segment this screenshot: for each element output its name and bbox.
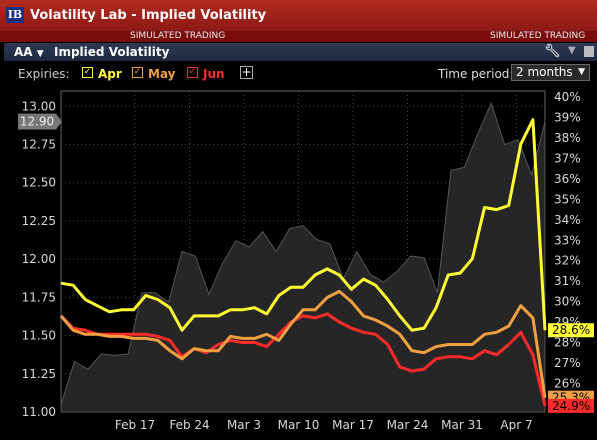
expiry-may-checkbox[interactable]: ✓ bbox=[132, 67, 143, 78]
expiry-apr-checkbox[interactable]: ✓ bbox=[82, 67, 93, 78]
expiry-jun-label: Jun bbox=[203, 67, 225, 81]
simulated-trading-banner: SIMULATED TRADING SIMULATED TRADING bbox=[0, 31, 597, 42]
left-tick-label: 12.75 bbox=[22, 138, 56, 152]
ib-logo-icon: IB bbox=[6, 7, 24, 23]
right-tick-label: 36% bbox=[554, 172, 581, 186]
end-value-label-apr: 28.6% bbox=[552, 323, 590, 337]
right-tick-label: 32% bbox=[554, 254, 581, 268]
expiry-apr-label: Apr bbox=[98, 67, 122, 81]
series-line-jun bbox=[59, 312, 547, 407]
window-title: Volatility Lab - Implied Volatility bbox=[30, 8, 267, 23]
current-price-tag-arrow bbox=[56, 113, 62, 130]
x-tick-label: Apr 7 bbox=[500, 418, 532, 432]
time-period-select[interactable]: 2 months ▼ bbox=[511, 64, 590, 81]
chevron-down-icon: ▼ bbox=[578, 67, 585, 77]
panel-minimize-icon[interactable] bbox=[584, 46, 594, 57]
x-tick-label: Mar 3 bbox=[227, 418, 261, 432]
series-line-apr bbox=[60, 118, 547, 332]
left-tick-label: 11.75 bbox=[22, 290, 56, 304]
wrench-icon[interactable]: 🔧︎ bbox=[544, 44, 561, 59]
left-tick-label: 12.25 bbox=[22, 214, 56, 228]
x-tick-label: Feb 24 bbox=[169, 418, 209, 432]
current-price-tag bbox=[18, 113, 56, 130]
right-tick-label: 40% bbox=[554, 90, 581, 104]
add-expiry-button[interactable]: + bbox=[240, 65, 253, 79]
expiries-label: Expiries: bbox=[18, 67, 70, 81]
left-tick-label: 13.00 bbox=[22, 99, 56, 113]
right-tick-label: 27% bbox=[554, 356, 581, 370]
left-tick-label: 12.00 bbox=[22, 252, 56, 266]
x-tick-label: Feb 17 bbox=[115, 418, 155, 432]
implied-volatility-chart[interactable]: Feb 17 Feb 24 Mar 3 Mar 10 Mar 17 Mar 24 Mar 3… bbox=[0, 85, 597, 440]
x-tick-label: Mar 17 bbox=[332, 418, 374, 432]
left-tick-label: 11.00 bbox=[22, 405, 56, 419]
right-tick-label: 38% bbox=[554, 131, 581, 145]
current-price-label: 12.90 bbox=[20, 115, 54, 129]
simulated-trading-label-right: SIMULATED TRADING bbox=[490, 31, 586, 41]
panel-header: AA ▼ Implied Volatility 🔧︎ ▼ bbox=[4, 43, 597, 61]
expiry-jun-checkbox[interactable]: ✓ bbox=[187, 67, 198, 78]
right-tick-label: 34% bbox=[554, 213, 581, 227]
end-value-label-jun: 24.9% bbox=[552, 399, 590, 413]
right-tick-label: 30% bbox=[554, 295, 581, 309]
panel-menu-arrow-icon[interactable]: ▼ bbox=[568, 45, 576, 56]
x-tick-label: Mar 31 bbox=[441, 418, 483, 432]
right-tick-label: 35% bbox=[554, 192, 581, 206]
panel-title: Implied Volatility bbox=[54, 45, 170, 59]
right-tick-label: 31% bbox=[554, 274, 581, 288]
end-value-tag-apr bbox=[548, 323, 594, 338]
x-tick-label: Mar 10 bbox=[278, 418, 320, 432]
right-tick-label: 28% bbox=[554, 335, 581, 349]
price-area bbox=[60, 101, 546, 413]
end-value-tag-jun bbox=[548, 398, 594, 413]
right-tick-label: 39% bbox=[554, 111, 581, 125]
title-bar[interactable]: IB Volatility Lab - Implied Volatility bbox=[0, 0, 597, 31]
right-tick-label: 37% bbox=[554, 151, 581, 165]
left-tick-label: 11.25 bbox=[22, 367, 56, 381]
left-tick-label: 11.50 bbox=[22, 329, 56, 343]
controls-bar: Expiries: ✓ Apr ✓ May ✓ Jun + Time perio… bbox=[4, 61, 597, 85]
symbol-selector[interactable]: AA ▼ bbox=[14, 45, 44, 59]
time-period-label: Time period: bbox=[438, 67, 514, 81]
right-tick-label: 26% bbox=[554, 376, 581, 390]
x-tick-label: Mar 24 bbox=[387, 418, 429, 432]
left-tick-label: 12.50 bbox=[22, 176, 56, 190]
simulated-trading-label: SIMULATED TRADING bbox=[130, 31, 226, 41]
expiry-may-label: May bbox=[148, 67, 176, 81]
right-tick-label: 33% bbox=[554, 233, 581, 247]
chevron-down-icon: ▼ bbox=[36, 49, 44, 59]
series-line-may bbox=[59, 289, 547, 398]
